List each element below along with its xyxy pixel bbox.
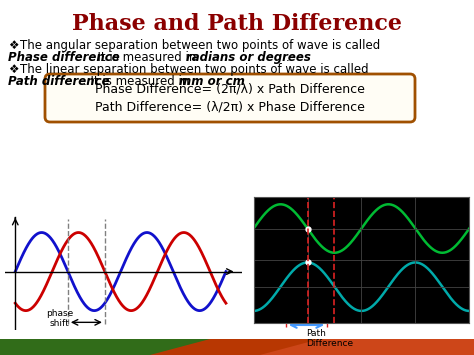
Text: phase
shift: phase shift <box>46 309 73 328</box>
Polygon shape <box>150 339 474 355</box>
Text: Path Difference= (λ/2π) x Phase Difference: Path Difference= (λ/2π) x Phase Differen… <box>95 100 365 113</box>
FancyBboxPatch shape <box>45 74 415 122</box>
Text: . It is measured in: . It is measured in <box>83 75 193 88</box>
Text: Path difference: Path difference <box>8 75 109 88</box>
Text: Path
Difference: Path Difference <box>306 329 353 348</box>
Text: ❖: ❖ <box>8 39 18 52</box>
Text: .: . <box>286 51 290 64</box>
Text: Phase and Path Difference: Phase and Path Difference <box>72 13 402 35</box>
Polygon shape <box>0 339 320 355</box>
Text: . It is measured in: . It is measured in <box>90 51 200 64</box>
Text: The angular separation between two points of wave is called: The angular separation between two point… <box>20 39 380 52</box>
Text: ❖: ❖ <box>8 63 18 76</box>
Text: Phase difference: Phase difference <box>8 51 120 64</box>
Text: mm or cm: mm or cm <box>179 75 245 88</box>
Text: Phase Difference= (2π/λ) x Path Difference: Phase Difference= (2π/λ) x Path Differen… <box>95 83 365 96</box>
Text: The linear separation between two points of wave is called: The linear separation between two points… <box>20 63 369 76</box>
Text: radians or degrees: radians or degrees <box>186 51 311 64</box>
Text: .: . <box>229 75 233 88</box>
Bar <box>0 331 474 339</box>
